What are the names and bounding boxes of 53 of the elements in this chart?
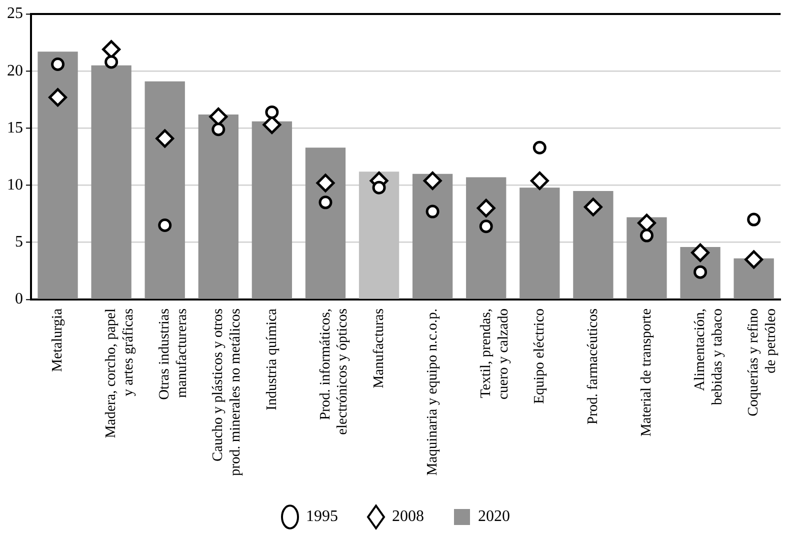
point	[426, 204, 440, 218]
x-tick-label: Industria química	[264, 308, 280, 410]
bar	[734, 258, 774, 299]
y-tick-label: 20	[7, 62, 23, 80]
point	[479, 220, 493, 234]
legend-label: 2020	[478, 508, 510, 526]
point	[156, 129, 174, 148]
x-tick-label: Equipo eléctrico	[531, 308, 548, 404]
y-tick-label: 25	[7, 5, 23, 22]
point	[158, 218, 172, 232]
point	[691, 243, 710, 262]
legend-label: 2008	[392, 508, 424, 526]
x-tick-label: Textil, prendas, cuero y calzado	[478, 308, 512, 400]
y-tick-label: 10	[7, 176, 23, 194]
y-tick-label: 15	[7, 119, 23, 136]
bar	[466, 177, 506, 299]
legend-label: 1995	[306, 508, 338, 526]
point	[316, 174, 335, 192]
bar	[144, 81, 185, 299]
point	[584, 198, 602, 216]
x-tick-label: Material de transporte	[638, 308, 655, 437]
y-tick-label: 5	[15, 234, 23, 251]
point	[476, 198, 496, 218]
point	[318, 196, 332, 210]
point	[423, 171, 442, 190]
y-tick-label: 0	[15, 290, 23, 308]
x-tick-label: Alimentación, bebidas y tabaco	[692, 308, 726, 406]
bar	[412, 174, 453, 299]
point	[372, 180, 386, 194]
point	[747, 212, 761, 226]
x-tick-label: Madera, corcho, papel y artes gráficas	[103, 308, 137, 438]
x-tick-label: Prod. farmacéuticos	[585, 308, 602, 424]
point	[51, 57, 65, 71]
point	[48, 88, 68, 107]
x-tick-label: Manufacturas	[370, 308, 387, 388]
bar	[626, 217, 667, 299]
point	[640, 228, 654, 242]
bar	[573, 191, 614, 299]
point	[530, 171, 549, 190]
bar	[91, 65, 132, 299]
point	[532, 140, 546, 154]
point	[265, 105, 279, 119]
x-tick-label: Metalurgia	[50, 308, 66, 372]
point	[212, 122, 226, 136]
bar	[520, 188, 560, 299]
bar	[305, 148, 346, 299]
point	[744, 250, 764, 269]
bar	[252, 121, 292, 299]
bar	[38, 52, 78, 299]
x-tick-label: Maquinaria y equipo n.c.o.p.	[424, 308, 440, 476]
bar	[198, 114, 238, 299]
bar	[358, 172, 400, 299]
point	[104, 55, 118, 69]
